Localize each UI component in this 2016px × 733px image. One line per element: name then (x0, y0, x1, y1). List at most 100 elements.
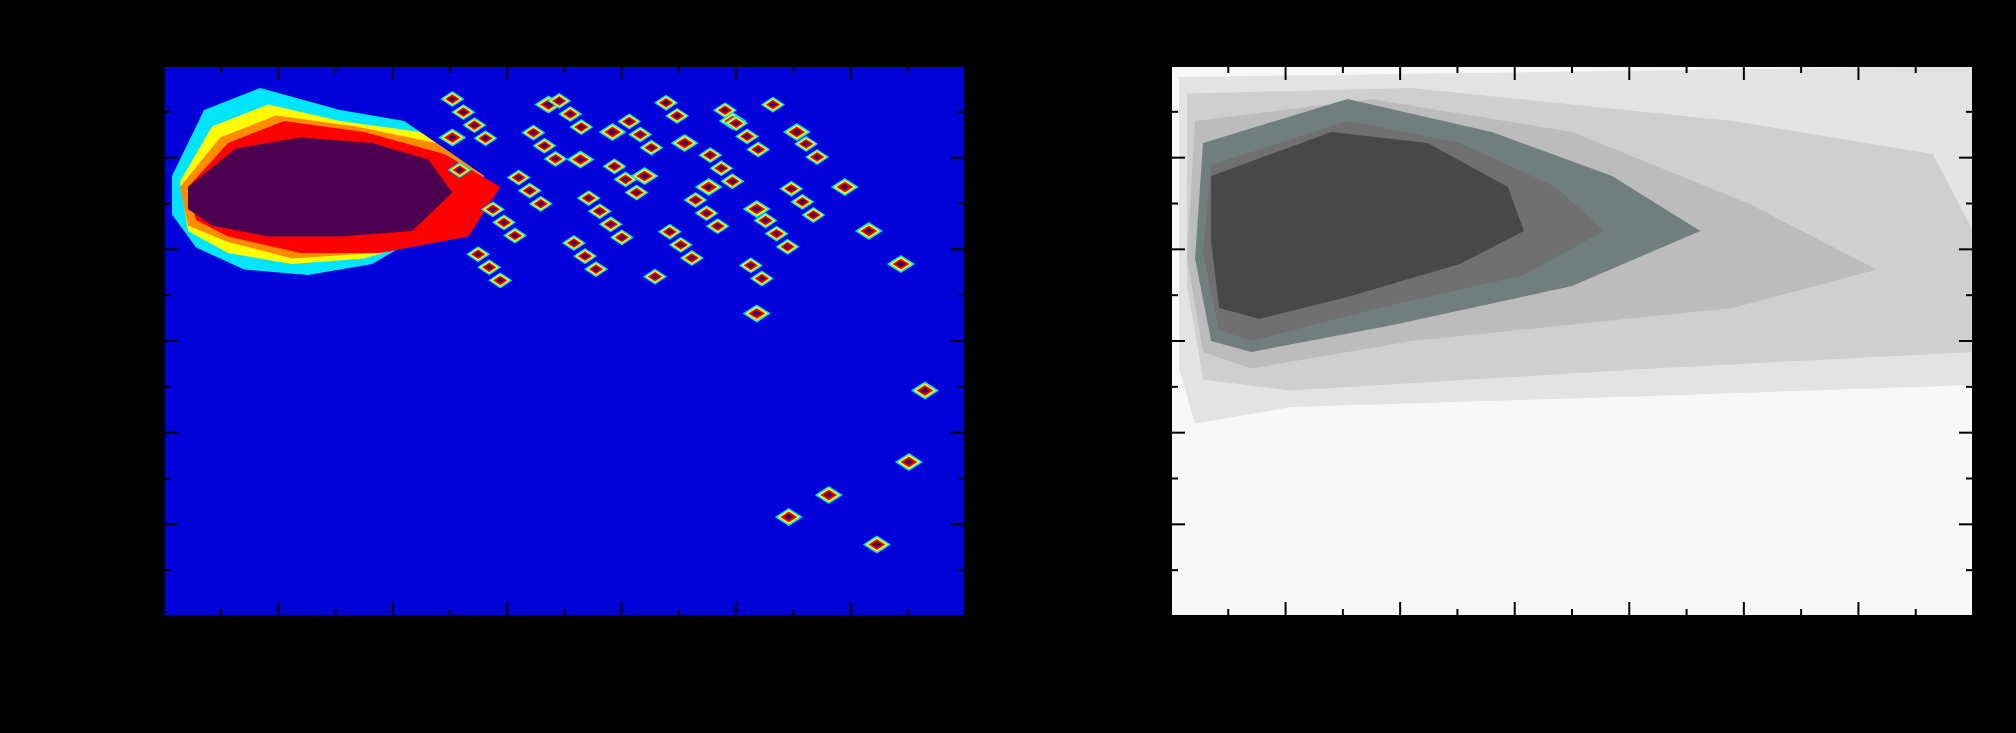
cluster-peak-11 (698, 147, 723, 164)
cluster-peak-45 (543, 150, 568, 167)
peak-ring-4 (575, 156, 586, 163)
peak-ring-4 (808, 211, 819, 218)
cluster-peak-3 (713, 102, 738, 119)
cluster-peak-32 (613, 171, 638, 188)
cluster-peak-50 (488, 272, 513, 289)
peak-15 (894, 453, 923, 471)
peak-ring-4 (690, 196, 701, 204)
cluster-peak-31 (477, 259, 502, 276)
peak-ring-4 (661, 99, 671, 106)
cluster-peak-51 (624, 184, 649, 201)
peak-ring-4 (676, 241, 686, 248)
peak-ring-4 (650, 273, 660, 280)
peak-ring-4 (646, 144, 656, 151)
peak-ring-4 (772, 230, 782, 237)
peak-ring-4 (591, 266, 601, 273)
cluster-peak-27 (668, 236, 693, 253)
cluster-peak-17 (779, 180, 804, 197)
cluster-peak-34 (517, 182, 542, 199)
peak-ring-4 (543, 101, 554, 108)
peak-5 (630, 167, 659, 185)
peak-ring-4 (665, 228, 675, 235)
cluster-peak-5 (617, 113, 642, 130)
peak-ring-4 (484, 264, 494, 271)
cluster-peak-56 (569, 119, 594, 136)
peak-ring-4 (716, 165, 726, 172)
peak-ring-4 (639, 172, 650, 180)
peak-4 (598, 123, 627, 141)
peak-ring-4 (469, 122, 480, 129)
peak-17 (814, 486, 843, 504)
peak-ring-4 (510, 232, 520, 239)
peak-ring-4 (495, 277, 505, 284)
peak-ring-4 (705, 152, 715, 159)
peak-ring-4 (679, 139, 690, 147)
right-axis-ticks (1171, 66, 1973, 616)
peak-ring-4 (768, 101, 778, 108)
peak-19 (742, 304, 771, 323)
peak-ring-4 (488, 206, 498, 213)
peak-ring-4 (455, 167, 465, 174)
cluster-peak-16 (643, 268, 668, 285)
peak-1 (438, 128, 467, 147)
peak-ring-4 (565, 110, 575, 117)
peak-ring-4 (783, 243, 793, 250)
peak-ring-4 (458, 109, 468, 116)
cluster-peak-29 (573, 248, 598, 265)
peak-ring-4 (473, 251, 483, 258)
cluster-peak-37 (558, 105, 583, 122)
peak-ring-4 (672, 112, 682, 119)
cluster-peak-8 (657, 223, 682, 240)
cluster-peak-39 (462, 117, 487, 134)
peak-ring-4 (760, 217, 771, 224)
cluster-peak-22 (724, 115, 749, 132)
peak-3 (566, 150, 595, 169)
cluster-peak-41 (735, 128, 760, 145)
cluster-peak-20 (451, 104, 476, 121)
peak-ring-4 (786, 185, 796, 192)
left-main-density-region (172, 88, 501, 275)
cluster-peak-43 (639, 139, 664, 156)
cluster-peak-24 (628, 126, 653, 143)
peak-ring-4 (607, 128, 618, 136)
peak-6 (670, 134, 699, 152)
cluster-peak-10 (561, 234, 586, 251)
peak-ring-4 (863, 227, 875, 235)
cluster-peak-23 (491, 214, 516, 231)
cluster-peak-46 (679, 249, 704, 266)
peak-ring-4 (823, 491, 835, 499)
peak-ring-4 (871, 541, 883, 548)
cluster-peak-48 (584, 261, 609, 278)
left-axis-ticks (164, 66, 965, 616)
cluster-peak-19 (683, 191, 708, 208)
peak-ring-4 (727, 178, 737, 185)
peak-ring-4 (687, 254, 697, 261)
peak-10 (782, 123, 811, 141)
peak-ring-4 (903, 458, 915, 466)
peak-ring-4 (569, 239, 579, 247)
peak-18 (774, 508, 803, 526)
left-contour-plot (163, 65, 966, 617)
peak-ring-4 (606, 221, 616, 228)
cluster-peak-42 (502, 227, 527, 244)
peak-ring-4 (746, 262, 756, 269)
peak-ring-4 (801, 140, 811, 147)
cluster-peak-58 (473, 130, 498, 147)
cluster-peak-35 (654, 94, 679, 111)
cluster-peak-49 (720, 173, 745, 190)
cluster-peak-2 (576, 190, 601, 207)
cluster-peak-18 (547, 92, 572, 109)
cluster-peak-6 (753, 212, 778, 229)
cluster-peak-28 (805, 148, 830, 165)
peak-ring-4 (703, 183, 714, 191)
cluster-peak-26 (532, 137, 557, 154)
cluster-peak-44 (775, 238, 800, 255)
peak-11 (830, 178, 859, 196)
peak-ring-4 (895, 260, 907, 268)
peak-ring-4 (702, 210, 712, 217)
peak-ring-4 (757, 275, 767, 282)
peak-ring-4 (635, 131, 645, 138)
cluster-peak-13 (602, 158, 627, 175)
peak-ring-4 (783, 513, 795, 521)
peak-ring-4 (797, 198, 807, 205)
